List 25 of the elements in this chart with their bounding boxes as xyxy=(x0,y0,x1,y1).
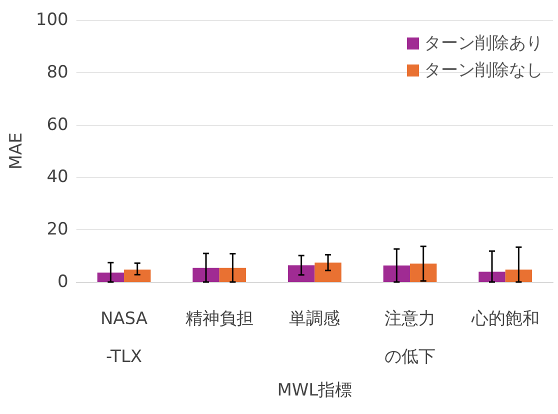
bar xyxy=(410,264,437,282)
x-tick-label: 精神負担 xyxy=(185,309,254,329)
bar xyxy=(383,265,410,282)
bar xyxy=(478,272,506,282)
legend-label: ターン削除あり xyxy=(424,34,543,54)
x-axis-title: MWL指標 xyxy=(277,380,352,400)
y-tick-label: 60 xyxy=(46,114,68,135)
x-tick-label: 心的飽和 xyxy=(470,309,540,329)
y-tick-label: 40 xyxy=(46,167,68,188)
y-tick-label: 80 xyxy=(46,62,68,82)
bar xyxy=(314,262,342,282)
y-tick-label: 0 xyxy=(58,272,68,292)
legend-label: ターン削除なし xyxy=(424,60,543,80)
bar xyxy=(505,270,532,282)
bar xyxy=(192,268,220,282)
y-axis-title: MAE xyxy=(6,132,26,170)
bar xyxy=(124,270,151,282)
x-tick-label: 注意力の低下 xyxy=(384,309,436,367)
x-tick-label: NASA-TLX xyxy=(100,309,148,367)
bar xyxy=(219,268,246,282)
bar xyxy=(288,265,315,282)
y-tick-label: 20 xyxy=(46,220,68,240)
x-tick-label: 単調感 xyxy=(289,309,340,329)
bar xyxy=(97,272,124,282)
y-tick-label: 100 xyxy=(36,10,68,30)
